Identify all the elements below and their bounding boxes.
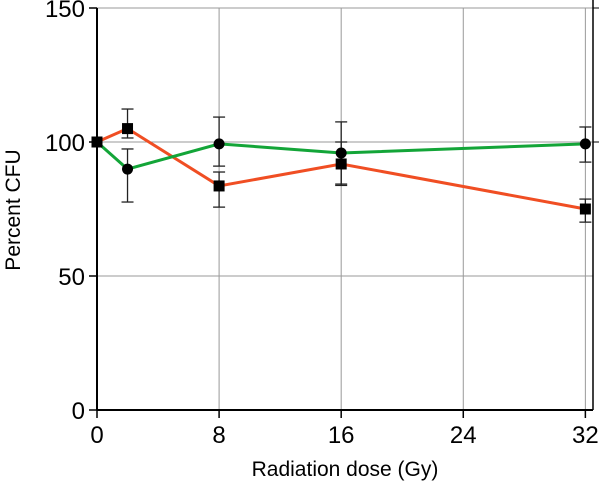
y-tick-label: 150 bbox=[45, 0, 85, 23]
data-point-circles bbox=[579, 138, 591, 150]
x-tick-label: 8 bbox=[212, 422, 225, 449]
x-tick-label: 32 bbox=[572, 422, 599, 449]
data-point-squares bbox=[213, 180, 225, 192]
x-tick-label: 16 bbox=[328, 422, 355, 449]
data-point-circles bbox=[91, 136, 103, 148]
data-point-squares bbox=[335, 158, 347, 170]
x-tick-label: 0 bbox=[90, 422, 103, 449]
axes bbox=[89, 0, 599, 418]
data-point-circles bbox=[335, 147, 347, 159]
y-tick-label: 50 bbox=[58, 264, 85, 291]
data-point-circles bbox=[122, 163, 134, 175]
x-axis-label: Radiation dose (Gy) bbox=[252, 458, 439, 481]
y-axis-label: Percent CFU bbox=[2, 149, 25, 270]
x-tick-label: 24 bbox=[450, 422, 477, 449]
grid bbox=[97, 7, 593, 410]
data-point-circles bbox=[213, 138, 225, 150]
y-tick-label: 0 bbox=[72, 398, 85, 425]
data-point-squares bbox=[579, 203, 591, 215]
y-tick-label: 100 bbox=[45, 130, 85, 157]
series bbox=[91, 108, 592, 223]
data-point-squares bbox=[122, 123, 134, 135]
tick-labels: 0 8 16 24 32 0 50 100 150 bbox=[45, 0, 599, 449]
